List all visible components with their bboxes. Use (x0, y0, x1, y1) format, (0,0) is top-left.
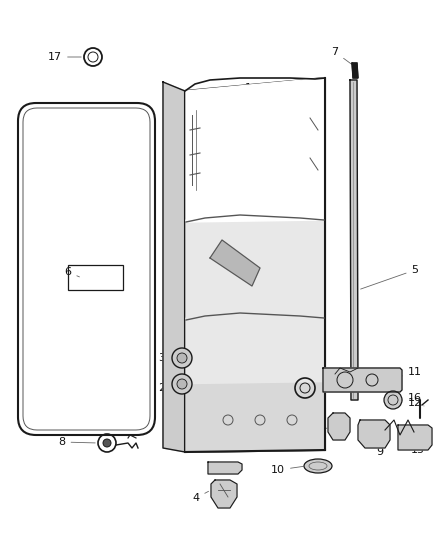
Text: 17: 17 (48, 52, 81, 62)
Text: 15: 15 (411, 442, 425, 455)
Polygon shape (328, 413, 350, 440)
Polygon shape (398, 425, 432, 450)
Text: 14: 14 (271, 383, 292, 393)
Polygon shape (350, 80, 358, 400)
Polygon shape (186, 78, 324, 222)
Circle shape (172, 374, 192, 394)
Circle shape (177, 353, 187, 363)
Polygon shape (211, 480, 237, 508)
Polygon shape (352, 63, 358, 78)
Text: 12: 12 (402, 398, 422, 408)
Polygon shape (163, 82, 185, 452)
Text: 8: 8 (58, 437, 95, 447)
Polygon shape (358, 420, 390, 448)
Text: 2: 2 (159, 383, 172, 393)
Text: 3: 3 (159, 353, 172, 363)
Text: 7: 7 (332, 47, 352, 64)
Polygon shape (186, 316, 324, 387)
FancyBboxPatch shape (18, 103, 155, 435)
Polygon shape (186, 218, 324, 320)
Text: 9: 9 (373, 440, 384, 457)
Ellipse shape (304, 459, 332, 473)
Circle shape (384, 391, 402, 409)
Circle shape (103, 439, 111, 447)
Text: 10: 10 (271, 465, 303, 475)
Text: 1: 1 (228, 83, 251, 106)
Text: 6: 6 (64, 267, 79, 277)
Polygon shape (185, 78, 325, 452)
Text: 13: 13 (295, 425, 327, 435)
Text: 16: 16 (408, 393, 424, 406)
Text: 11: 11 (402, 367, 422, 377)
Circle shape (172, 348, 192, 368)
Text: 4: 4 (192, 491, 208, 503)
Polygon shape (186, 383, 324, 452)
Circle shape (177, 379, 187, 389)
Text: 5: 5 (360, 265, 418, 289)
Polygon shape (210, 240, 260, 286)
Polygon shape (208, 462, 242, 474)
Polygon shape (323, 368, 402, 392)
